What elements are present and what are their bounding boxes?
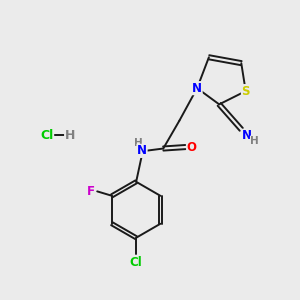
Text: N: N — [242, 129, 252, 142]
Text: H: H — [65, 129, 75, 142]
Text: O: O — [187, 141, 197, 154]
Text: S: S — [242, 85, 250, 98]
Text: H: H — [250, 136, 259, 146]
Text: Cl: Cl — [130, 256, 142, 269]
Text: H: H — [134, 138, 143, 148]
Text: N: N — [192, 82, 202, 95]
Text: Cl: Cl — [40, 129, 54, 142]
Text: N: N — [137, 144, 147, 158]
Text: F: F — [87, 185, 95, 198]
